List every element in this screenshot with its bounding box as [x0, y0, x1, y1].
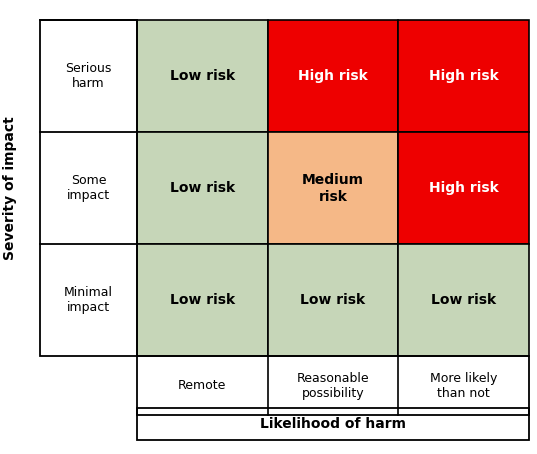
Text: Medium
risk: Medium risk — [302, 173, 364, 203]
Text: Low risk: Low risk — [170, 293, 235, 307]
Text: Serious
harm: Serious harm — [66, 62, 112, 90]
Bar — [267, 133, 398, 244]
Bar — [267, 244, 398, 356]
Bar — [137, 244, 267, 356]
Bar — [137, 133, 267, 244]
Bar — [40, 20, 137, 356]
Bar — [267, 20, 398, 133]
Text: Severity of impact: Severity of impact — [3, 117, 17, 260]
Bar — [398, 244, 529, 356]
Text: High risk: High risk — [429, 69, 498, 84]
Text: Low risk: Low risk — [170, 182, 235, 195]
Bar — [398, 133, 529, 244]
Bar — [137, 356, 529, 415]
Text: Minimal
impact: Minimal impact — [64, 286, 113, 315]
Bar — [137, 408, 529, 440]
Bar — [137, 20, 267, 133]
Text: More likely
than not: More likely than not — [430, 372, 497, 400]
Bar — [398, 20, 529, 133]
Text: Likelihood of harm: Likelihood of harm — [260, 417, 406, 431]
Text: Low risk: Low risk — [431, 293, 496, 307]
Text: High risk: High risk — [429, 182, 498, 195]
Text: Some
impact: Some impact — [67, 174, 110, 202]
Text: Low risk: Low risk — [300, 293, 366, 307]
Text: Reasonable
possibility: Reasonable possibility — [296, 372, 369, 400]
Text: Low risk: Low risk — [170, 69, 235, 84]
Text: Remote: Remote — [178, 380, 227, 392]
Text: High risk: High risk — [298, 69, 368, 84]
